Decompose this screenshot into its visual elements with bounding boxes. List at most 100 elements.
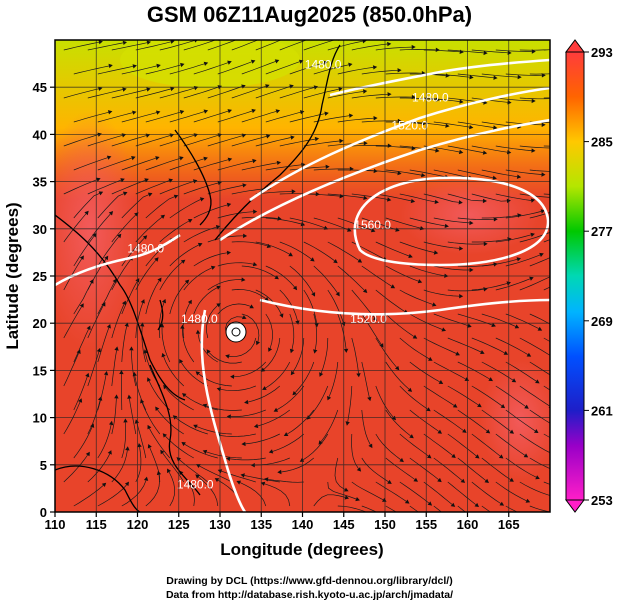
coolest-zone <box>120 40 300 88</box>
wind-arrowhead <box>469 220 474 226</box>
streamline <box>495 145 532 151</box>
wind-arrowhead <box>79 255 84 260</box>
wind-arrowhead <box>325 164 330 169</box>
wind-arrowhead <box>101 302 106 307</box>
streamline <box>111 259 131 291</box>
streamline <box>505 361 537 382</box>
streamline <box>231 136 267 147</box>
wind-arrowhead <box>144 178 149 183</box>
wind-arrowhead <box>483 241 488 247</box>
wind-arrowhead <box>98 40 103 45</box>
colorbar-tick-label: 293 <box>591 45 613 60</box>
coast-china <box>55 214 186 401</box>
wind-arrowhead <box>291 189 296 194</box>
wind-arrowhead <box>464 377 470 381</box>
wind-arrowhead <box>397 170 402 176</box>
wind-arrowhead <box>338 87 343 92</box>
coast-taiwan <box>157 299 164 331</box>
wind-arrowhead <box>387 197 392 202</box>
wind-arrowhead <box>469 267 474 273</box>
streamline <box>399 385 428 410</box>
wind-arrowhead <box>274 59 280 64</box>
contour-labels: 1480.0 1480.0 1480.0 1480.0 1480.0 1520.0 1560… <box>127 57 449 491</box>
streamline <box>447 193 484 202</box>
streamline <box>529 169 550 172</box>
wind-arrowhead <box>78 398 83 403</box>
streamline <box>471 481 501 504</box>
streamline <box>471 145 508 153</box>
wind-arrowhead <box>122 87 127 92</box>
streamline <box>361 505 378 512</box>
wind-arrowhead <box>390 284 396 289</box>
streamline <box>87 42 124 51</box>
streamline <box>385 313 415 337</box>
streamline <box>245 433 280 445</box>
y-tick-label: 45 <box>33 80 47 95</box>
wind-arrowhead <box>143 476 149 481</box>
credit-drawing: Drawing by DCL (https://www.gfd-dennou.o… <box>166 575 453 587</box>
streamline <box>63 213 87 243</box>
streamline <box>385 265 419 282</box>
wind-arrowhead <box>299 457 305 462</box>
wind-arrowhead <box>432 302 437 307</box>
streamline <box>141 402 161 435</box>
streamline <box>239 482 267 507</box>
wind-arrowhead <box>537 326 543 331</box>
wind-arrowhead <box>459 294 464 299</box>
streamline <box>375 241 410 257</box>
streamline <box>247 385 281 403</box>
wind-arrowhead <box>500 404 506 409</box>
wind-arrowhead <box>589 67 593 71</box>
streamline <box>145 64 181 75</box>
wind-arrowhead <box>180 259 186 264</box>
wind-arrowhead <box>339 138 344 144</box>
wind-arrowhead <box>85 451 90 457</box>
wind-arrowhead <box>132 371 137 377</box>
streamline <box>241 111 277 123</box>
wind-arrowhead <box>184 279 190 284</box>
wind-arrowhead <box>535 475 540 480</box>
streamline <box>519 385 550 407</box>
wind-arrowhead <box>268 449 274 454</box>
streamline <box>97 157 132 171</box>
streamline <box>303 140 340 147</box>
wind-arrowhead <box>268 347 273 352</box>
streamline <box>63 401 81 435</box>
streamline <box>230 409 266 417</box>
wind-arrowhead <box>314 136 320 142</box>
wind-arrowhead <box>241 315 247 320</box>
streamline <box>121 112 157 123</box>
streamline <box>111 179 146 195</box>
wind-arrowhead <box>170 86 175 92</box>
wind-arrowhead <box>206 349 211 354</box>
streamline <box>495 337 528 355</box>
colorbar-tick-label: 253 <box>591 493 613 508</box>
streamline <box>505 169 542 175</box>
streamline <box>481 457 511 480</box>
wind-arrowhead <box>427 454 432 459</box>
wind-arrowhead <box>445 73 450 78</box>
streamline <box>505 73 542 76</box>
wind-arrowhead <box>484 478 489 483</box>
streamline <box>267 478 304 483</box>
wind-arrowhead <box>108 211 114 216</box>
wind-arrowhead <box>523 453 529 458</box>
wind-arrowhead <box>214 478 220 483</box>
wind-arrowhead <box>163 384 168 390</box>
contour-label: 1480.0 <box>412 90 449 104</box>
wind-arrowhead <box>140 299 145 304</box>
streamline <box>409 505 419 512</box>
wind-arrowhead <box>459 99 464 104</box>
streamline <box>183 40 217 51</box>
x-tick-label: 155 <box>415 517 437 532</box>
y-tick-label: 10 <box>33 411 47 426</box>
wind-arrowhead <box>253 423 259 429</box>
wind-arrowhead <box>146 87 151 92</box>
wind-arrowhead <box>156 63 161 69</box>
wind-arrowhead <box>469 75 474 80</box>
streamline <box>97 236 120 267</box>
streamline <box>241 313 260 342</box>
wind-arrowhead <box>290 135 295 140</box>
x-tick-label: 115 <box>86 517 107 532</box>
streamline <box>97 281 115 315</box>
